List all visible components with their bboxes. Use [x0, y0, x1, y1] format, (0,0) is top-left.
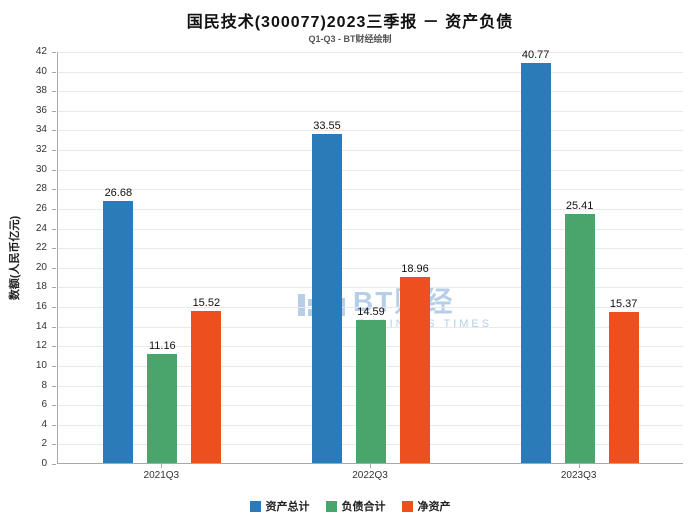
y-tick-mark [52, 267, 56, 269]
gridline [58, 52, 683, 53]
gridline [58, 287, 683, 289]
bar-2022Q3-负债合计[interactable] [356, 319, 386, 463]
x-tick-label: 2022Q3 [352, 470, 388, 481]
y-tick-label: 26 [35, 202, 47, 214]
y-tick-label: 6 [41, 399, 47, 411]
bar-2023Q3-负债合计[interactable] [564, 213, 595, 463]
x-tick-mark [370, 464, 371, 468]
bar-value-label: 15.52 [192, 296, 221, 309]
legend-item-负债合计[interactable]: 负债合计 [325, 498, 386, 514]
bar-2023Q3-资产总计[interactable] [520, 63, 551, 463]
y-tick-mark [52, 110, 56, 112]
gridline [58, 307, 683, 309]
bar-value-label: 25.41 [565, 199, 594, 212]
bar-2021Q3-净资产[interactable] [191, 310, 222, 463]
y-tick-label: 30 [35, 163, 47, 175]
legend-swatch [249, 500, 261, 512]
y-tick-label: 40 [35, 65, 47, 77]
y-tick-mark [52, 464, 56, 465]
bar-2021Q3-资产总计[interactable] [103, 201, 134, 463]
y-tick-label: 0 [41, 458, 47, 469]
bar-value-label: 15.37 [609, 298, 638, 311]
y-tick-label: 8 [41, 379, 47, 391]
legend-label: 资产总计 [265, 501, 310, 513]
bar-2023Q3-净资产[interactable] [608, 312, 639, 463]
y-tick-label: 38 [35, 85, 47, 97]
y-tick-mark [52, 405, 56, 407]
x-tick-label: 2021Q3 [143, 470, 180, 481]
gridline [58, 110, 683, 112]
y-tick-mark [52, 169, 56, 171]
gridline [58, 189, 683, 191]
y-tick-mark [52, 130, 56, 132]
y-tick-mark [52, 71, 56, 73]
bar-2022Q3-资产总计[interactable] [312, 133, 342, 463]
bar-value-label: 40.77 [521, 49, 550, 62]
gridline [58, 208, 683, 210]
y-tick-label: 28 [35, 183, 47, 195]
y-tick-label: 32 [35, 144, 47, 156]
x-tick-label: 2023Q3 [560, 470, 597, 481]
y-tick-label: 14 [35, 320, 47, 332]
y-tick-label: 42 [35, 46, 47, 57]
y-tick-mark [52, 326, 56, 328]
bar-value-label: 33.55 [313, 119, 341, 132]
gridline [58, 248, 683, 250]
gridline [58, 91, 683, 93]
plot-area: BT财经 BUSINESS TIMES 26.6811.1615.5233.55… [57, 49, 683, 464]
y-tick-mark [52, 208, 56, 210]
y-tick-label: 2 [41, 438, 47, 450]
y-tick-label: 16 [35, 301, 47, 313]
gridline [58, 130, 683, 132]
y-tick-mark [52, 248, 56, 250]
gridline [58, 267, 683, 269]
bar-value-label: 18.96 [401, 263, 429, 275]
bar-value-label: 14.59 [357, 305, 385, 318]
y-tick-mark [52, 228, 56, 230]
y-tick-label: 36 [35, 104, 47, 116]
chart-subtitle: Q1-Q3 - BT财经绘制 [308, 34, 392, 44]
legend-label: 负债合计 [341, 501, 386, 513]
y-tick-mark [52, 346, 56, 348]
y-tick-label: 18 [35, 281, 47, 293]
bar-value-label: 11.16 [148, 339, 176, 352]
gridline [58, 169, 683, 171]
gridline [58, 150, 683, 152]
legend: 资产总计 负债合计 净资产 [0, 498, 700, 514]
bar-2021Q3-负债合计[interactable] [147, 353, 178, 463]
y-tick-label: 12 [35, 340, 47, 352]
legend-label: 净资产 [417, 501, 451, 513]
y-tick-label: 22 [35, 242, 47, 254]
y-tick-mark [52, 307, 56, 309]
y-tick-label: 4 [41, 418, 47, 430]
y-tick-mark [52, 189, 56, 191]
x-tick-mark [161, 464, 163, 468]
bar-value-label: 26.68 [104, 187, 133, 200]
legend-item-净资产[interactable]: 净资产 [401, 498, 451, 514]
legend-swatch [325, 500, 337, 512]
gridline [58, 71, 683, 73]
y-tick-mark [52, 91, 56, 93]
y-tick-mark [52, 150, 56, 152]
y-tick-mark [52, 444, 56, 446]
y-tick-label: 20 [35, 261, 47, 273]
legend-item-资产总计[interactable]: 资产总计 [249, 498, 310, 514]
y-tick-mark [52, 385, 56, 387]
y-tick-label: 34 [35, 124, 47, 136]
y-tick-mark [52, 424, 56, 426]
gridline [58, 228, 683, 230]
y-tick-label: 24 [35, 222, 47, 234]
chart-title: 国民技术(300077)2023三季报 － 资产负债 [186, 14, 514, 31]
legend-swatch [401, 500, 413, 512]
y-tick-mark [52, 52, 56, 53]
y-tick-mark [52, 365, 56, 367]
bar-2022Q3-净资产[interactable] [400, 277, 430, 463]
x-tick-mark [578, 464, 580, 468]
y-tick-label: 10 [35, 359, 47, 371]
y-tick-mark [52, 287, 56, 289]
